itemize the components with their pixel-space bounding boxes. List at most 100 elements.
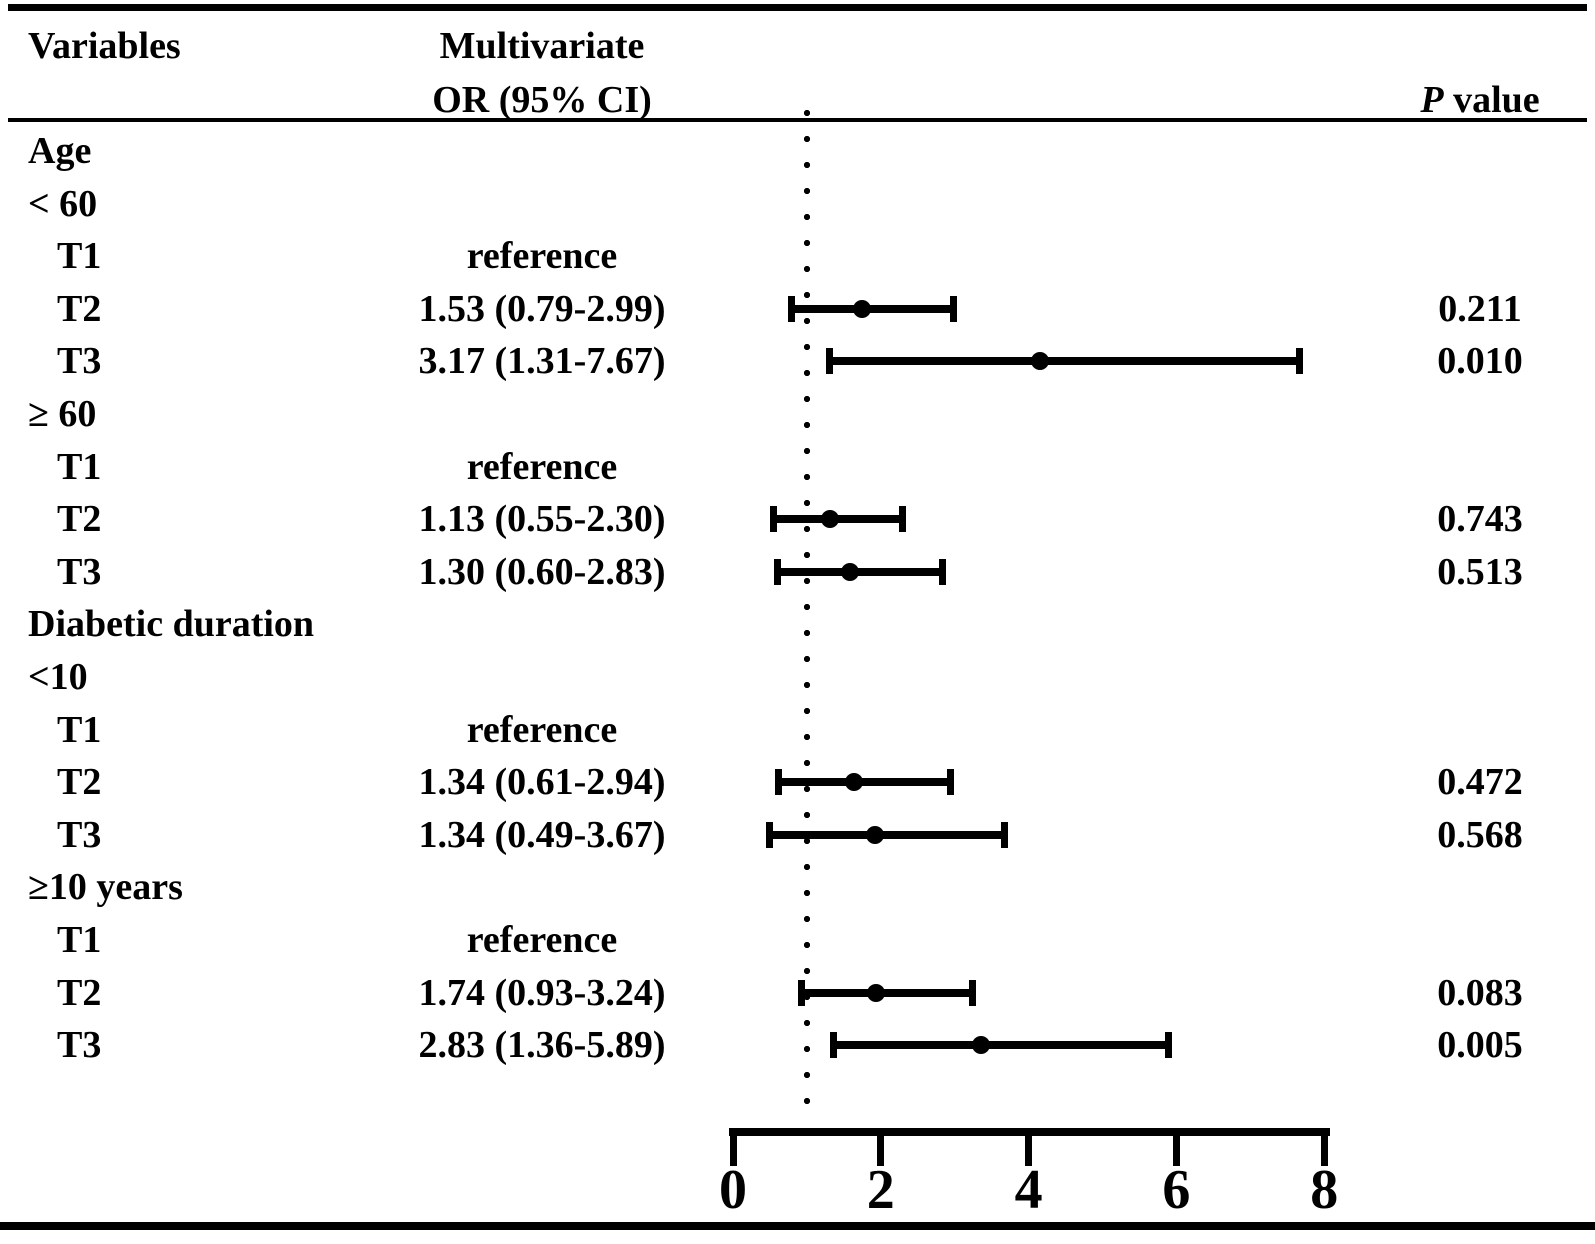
ci-cap-low (798, 979, 806, 1006)
ci-cap-low (826, 348, 834, 375)
or-ci-value: 1.30 (0.60-2.83) (418, 550, 666, 593)
p-value: 0.472 (1437, 761, 1523, 804)
x-axis-tick (1025, 1128, 1033, 1166)
table-row: T1 reference (0, 704, 1595, 756)
col-header-multivariate: Multivariate (439, 25, 645, 67)
ci-bar (769, 830, 1005, 839)
x-axis-tick (1172, 1128, 1180, 1166)
row-label: T3 (57, 550, 102, 593)
x-axis-tick (1320, 1128, 1328, 1166)
point-estimate-dot (845, 773, 864, 792)
reference-line-or-1 (804, 100, 810, 1116)
p-value-italic-p: P (1420, 79, 1444, 121)
or-ci-value: reference (466, 235, 618, 278)
point-estimate-dot (866, 825, 885, 844)
row-label: T3 (57, 340, 102, 383)
table-row: Age (0, 125, 1595, 177)
top-rule (8, 4, 1587, 11)
ci-cap-low (765, 821, 773, 848)
p-value: 0.010 (1437, 340, 1523, 383)
or-ci-value: 3.17 (1.31-7.67) (418, 340, 666, 383)
ci-bar (778, 778, 951, 787)
ci-cap-high (946, 769, 954, 796)
x-axis-tick (877, 1128, 885, 1166)
table-row: Diabetic duration (0, 598, 1595, 650)
or-ci-value: 1.74 (0.93-3.24) (418, 971, 666, 1014)
row-label: T3 (57, 813, 102, 856)
row-label: Age (28, 130, 92, 172)
table-row: T3 2.83 (1.36-5.89) 0.005 (0, 1019, 1595, 1071)
table-row: T3 1.30 (0.60-2.83) 0.513 (0, 546, 1595, 598)
or-ci-value: 2.83 (1.36-5.89) (418, 1024, 666, 1067)
ci-bar (801, 988, 973, 997)
row-label: T1 (57, 445, 102, 488)
ci-bar (829, 357, 1300, 366)
x-axis-tick-label: 8 (1310, 1159, 1339, 1221)
p-value-rest: value (1443, 79, 1540, 121)
row-label: Diabetic duration (28, 603, 315, 646)
table-row: T2 1.74 (0.93-3.24) 0.083 (0, 967, 1595, 1019)
table-row: T3 1.34 (0.49-3.67) 0.568 (0, 809, 1595, 861)
col-header-variables: Variables (28, 25, 181, 67)
ci-bar (833, 1041, 1169, 1050)
x-axis-tick-label: 2 (866, 1159, 895, 1221)
or-ci-value: 1.13 (0.55-2.30) (418, 498, 666, 541)
table-row: ≥10 years (0, 861, 1595, 913)
or-ci-value: reference (466, 708, 618, 751)
p-value: 0.083 (1437, 971, 1523, 1014)
point-estimate-dot (971, 1036, 990, 1055)
p-value: 0.568 (1437, 813, 1523, 856)
row-label: T2 (57, 971, 102, 1014)
point-estimate-dot (1030, 352, 1049, 371)
table-row: < 60 (0, 178, 1595, 230)
ci-bar (777, 567, 943, 576)
col-header-p-value: P value (1380, 74, 1580, 126)
ci-cap-low (774, 769, 782, 796)
point-estimate-dot (821, 510, 840, 529)
point-estimate-dot (866, 983, 885, 1002)
ci-cap-high (899, 506, 907, 533)
table-row: T1 reference (0, 441, 1595, 493)
row-label: T2 (57, 287, 102, 330)
p-value: 0.211 (1438, 287, 1522, 330)
ci-cap-high (968, 979, 976, 1006)
table-row: T2 1.34 (0.61-2.94) 0.472 (0, 756, 1595, 808)
row-label: ≥10 years (28, 866, 183, 909)
x-axis-tick-label: 6 (1162, 1159, 1191, 1221)
ci-cap-low (830, 1032, 837, 1059)
row-label: T3 (57, 1024, 102, 1067)
x-axis-tick (729, 1128, 737, 1166)
col-header-or-ci: OR (95% CI) (432, 79, 652, 121)
table-row: T3 3.17 (1.31-7.67) 0.010 (0, 335, 1595, 387)
table-row: T1 reference (0, 230, 1595, 282)
ci-cap-high (1296, 348, 1304, 375)
ci-bar (791, 304, 954, 313)
p-value: 0.743 (1437, 498, 1523, 541)
or-ci-value: reference (466, 445, 618, 488)
ci-cap-low (770, 506, 778, 533)
table-row: ≥ 60 (0, 388, 1595, 440)
row-label: T2 (57, 498, 102, 541)
or-ci-value: 1.34 (0.49-3.67) (418, 813, 666, 856)
or-ci-value: 1.53 (0.79-2.99) (418, 287, 666, 330)
p-value: 0.513 (1437, 550, 1523, 593)
row-label: T1 (57, 235, 102, 278)
x-axis-tick-label: 4 (1014, 1159, 1043, 1221)
ci-cap-low (773, 558, 781, 585)
or-ci-value: 1.34 (0.61-2.94) (418, 761, 666, 804)
header-separator-rule (8, 118, 1587, 122)
row-label: T1 (57, 708, 102, 751)
table-row: T2 1.53 (0.79-2.99) 0.211 (0, 283, 1595, 335)
point-estimate-dot (841, 562, 860, 581)
x-axis-tick-label: 0 (719, 1159, 747, 1221)
ci-cap-high (938, 558, 946, 585)
ci-cap-high (1000, 821, 1008, 848)
bottom-rule (0, 1222, 1595, 1230)
row-label: < 60 (28, 182, 98, 225)
ci-cap-high (950, 295, 958, 322)
table-row: <10 (0, 651, 1595, 703)
table-row: T1 reference (0, 914, 1595, 966)
p-value: 0.005 (1437, 1024, 1523, 1067)
row-label: ≥ 60 (28, 393, 97, 435)
